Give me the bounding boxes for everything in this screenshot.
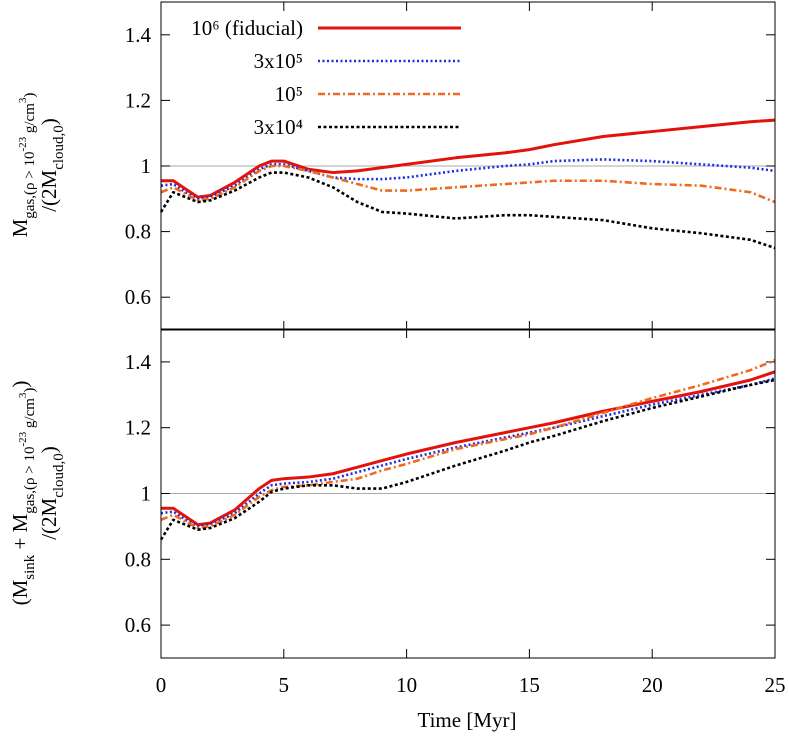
y-axis-label: /(2Mcloud,0) (37, 118, 67, 212)
x-axis-label: Time [Myr] (418, 708, 517, 732)
y-tick-label: 1.2 (125, 88, 151, 112)
y-axis-label: (Msink + Mgas,(ρ > 10-23 g/cm3)) (8, 381, 38, 606)
series-line (160, 164, 776, 204)
y-tick-label: 0.6 (125, 285, 151, 309)
y-tick-label: 1.2 (125, 416, 151, 440)
y-tick-label: 0.8 (125, 220, 151, 244)
label-part: gas,(ρ > 10 (22, 447, 38, 514)
y-axis-label: /(2Mcloud,0) (37, 446, 67, 540)
legend-label: 10⁵ (275, 82, 303, 106)
label-part: cloud,0 (51, 453, 67, 498)
series-line (159, 171, 776, 250)
x-tick-label: 25 (765, 673, 786, 697)
x-tick-label: 10 (396, 673, 417, 697)
label-part: sink (22, 554, 38, 580)
x-tick-label: 5 (279, 673, 290, 697)
x-tick-label: 15 (519, 673, 540, 697)
x-tick-label: 20 (642, 673, 663, 697)
series-line (161, 118, 776, 199)
y-tick-label: 0.6 (125, 613, 151, 637)
series-line (160, 377, 776, 528)
y-axis-label: Mgas,(ρ > 10-23 g/cm3) (8, 93, 38, 238)
label-part: (M (8, 579, 32, 605)
label-part: ) (22, 93, 38, 98)
plot-frame (160, 1, 776, 331)
label-part: ) (37, 446, 61, 453)
label-part: gas,(ρ > 10 (22, 152, 38, 219)
y-tick-label: 1.4 (125, 23, 152, 47)
legend-label: 10⁶ (fiducial) (191, 16, 303, 40)
legend-label: 3x10⁵ (254, 49, 303, 73)
series-line (160, 158, 776, 201)
label-part: g/cm (22, 398, 38, 432)
label-part: ) (22, 388, 38, 393)
label-part: ) (8, 381, 32, 388)
label-part: 3 (17, 97, 29, 103)
label-part: 3 (17, 392, 29, 398)
label-part: g/cm (22, 103, 38, 137)
label-part: M (8, 218, 32, 237)
y-tick-label: 1 (141, 154, 152, 178)
series-line (160, 359, 776, 530)
series-line (161, 370, 776, 527)
label-part: + M (8, 513, 32, 554)
label-part: /(2M (37, 497, 61, 539)
label-part: cloud,0 (51, 125, 67, 170)
x-tick-label: 0 (156, 673, 167, 697)
y-tick-label: 1.4 (125, 350, 152, 374)
label-part: /(2M (37, 169, 61, 211)
y-tick-label: 1 (141, 482, 152, 506)
label-part: -23 (17, 136, 29, 151)
plot-frame (160, 328, 776, 659)
legend-label: 3x10⁴ (254, 115, 303, 139)
label-part: ) (37, 118, 61, 125)
label-part: -23 (17, 431, 29, 446)
y-tick-label: 0.8 (125, 547, 151, 571)
series-line (159, 378, 776, 541)
